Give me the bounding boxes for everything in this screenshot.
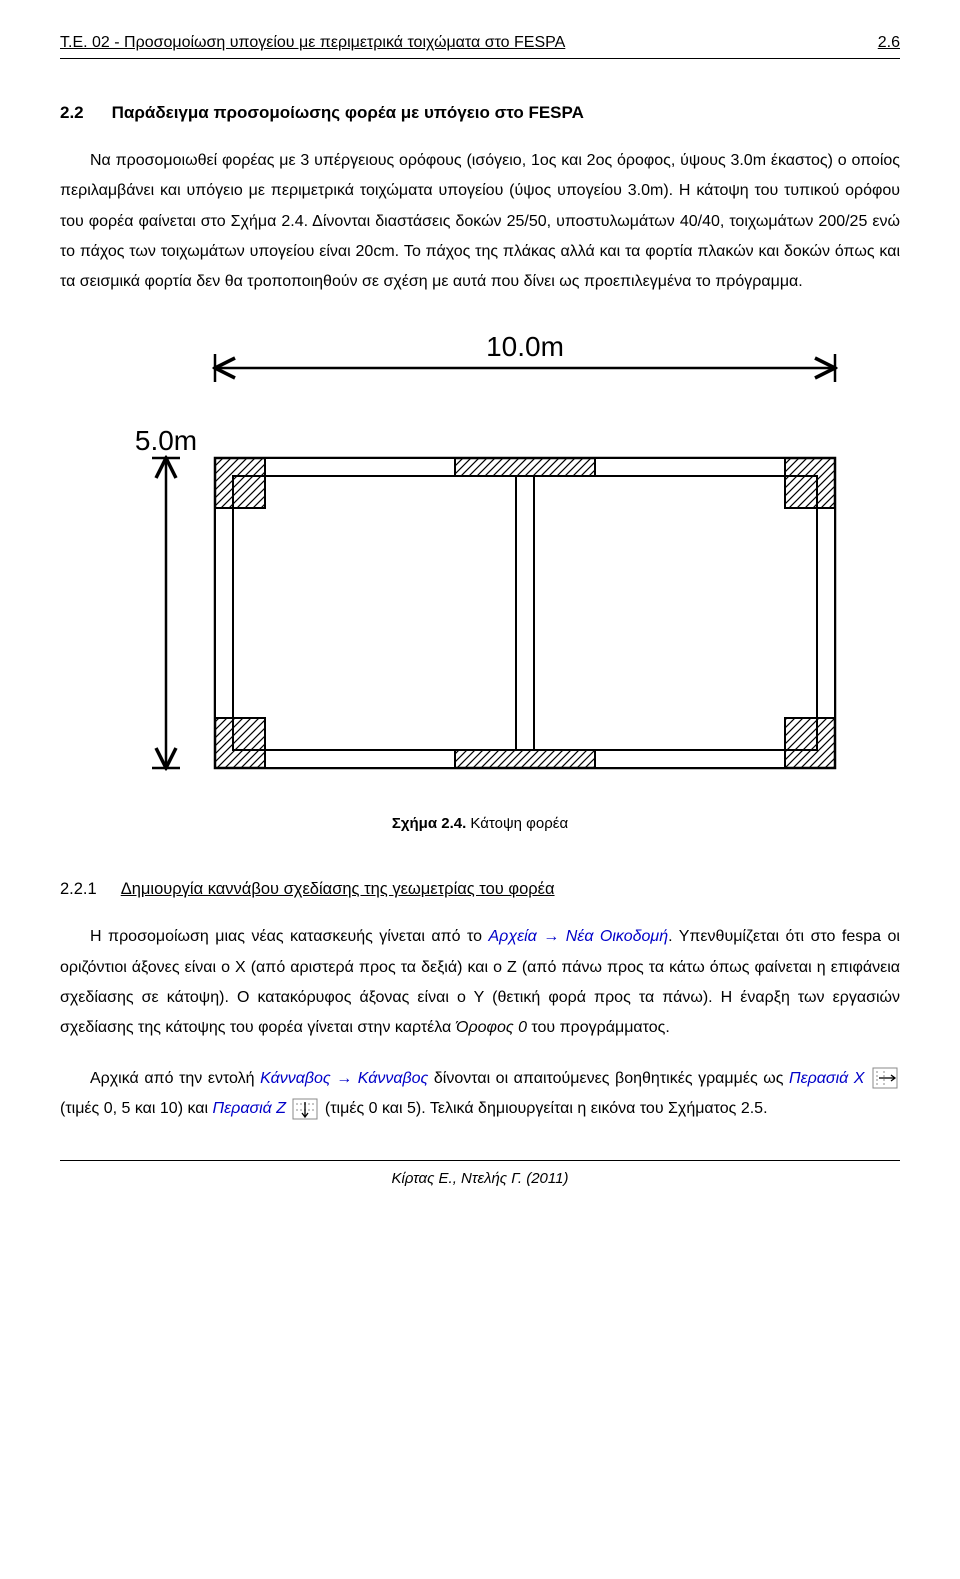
paragraph-2: Η προσομοίωση μιας νέας κατασκευής γίνετ…	[60, 922, 900, 1044]
menu-path-new-building: Αρχεία → Νέα Οικοδομή	[489, 928, 669, 945]
p3-c: (τιμές 0, 5 και 10) και	[60, 1100, 213, 1117]
p2-c: του προγράμματος.	[527, 1019, 670, 1036]
p3-b: δίνονται οι απαιτούμενες βοηθητικές γραμ…	[428, 1070, 789, 1087]
dim-left-label: 5.0m	[135, 425, 197, 456]
subsection-number: 2.2.1	[60, 876, 97, 902]
figure-caption-label: Σχήμα 2.4.	[392, 815, 466, 832]
p3-a: Αρχικά από την εντολή	[90, 1070, 260, 1087]
p3-d: (τιμές 0 και 5). Τελικά δημιουργείται η …	[325, 1100, 768, 1117]
dimension-top: 10.0m	[215, 331, 835, 382]
p2-a: Η προσομοίωση μιας νέας κατασκευής γίνετ…	[90, 928, 489, 945]
section-heading: 2.2 Παράδειγμα προσομοίωσης φορέα με υπόγ…	[60, 99, 900, 126]
grid-z-icon	[292, 1098, 318, 1120]
section-number: 2.2	[60, 99, 84, 126]
menu-path-grid: Κάνναβος → Κάνναβος	[260, 1070, 428, 1087]
page-footer: Κίρτας Ε., Ντελής Γ. (2011)	[60, 1160, 900, 1191]
figure-plan-view: 10.0m 5.0m	[60, 328, 900, 798]
page-header: Τ.Ε. 02 - Προσομοίωση υπογείου με περιμε…	[60, 30, 900, 59]
figure-caption: Σχήμα 2.4. Κάτοψη φορέα	[60, 812, 900, 836]
grid-x-icon	[872, 1067, 898, 1089]
link-perasia-x: Περασιά Χ	[789, 1070, 864, 1087]
dim-top-label: 10.0m	[486, 331, 564, 362]
section-title-text: Παράδειγμα προσομοίωσης φορέα με υπόγειο…	[112, 103, 584, 122]
link-perasia-z: Περασιά Ζ	[213, 1100, 286, 1117]
dimension-left: 5.0m	[135, 425, 197, 768]
figure-caption-text: Κάτοψη φορέα	[466, 815, 568, 832]
paragraph-1: Να προσομοιωθεί φορέας με 3 υπέργειους ο…	[60, 146, 900, 298]
term-floor-0: Όροφος 0	[456, 1019, 527, 1036]
paragraph-3: Αρχικά από την εντολή Κάνναβος → Κάνναβο…	[60, 1064, 900, 1125]
header-page-number: 2.6	[878, 30, 900, 56]
subsection-title-text: Δημιουργία καννάβου σχεδίασης της γεωμετ…	[121, 880, 555, 898]
plan-outline	[215, 458, 835, 768]
subsection-heading: 2.2.1 Δημιουργία καννάβου σχεδίασης της γ…	[60, 876, 900, 902]
plan-svg: 10.0m 5.0m	[110, 328, 850, 798]
header-chapter: Τ.Ε. 02 - Προσομοίωση υπογείου με περιμε…	[60, 30, 565, 56]
